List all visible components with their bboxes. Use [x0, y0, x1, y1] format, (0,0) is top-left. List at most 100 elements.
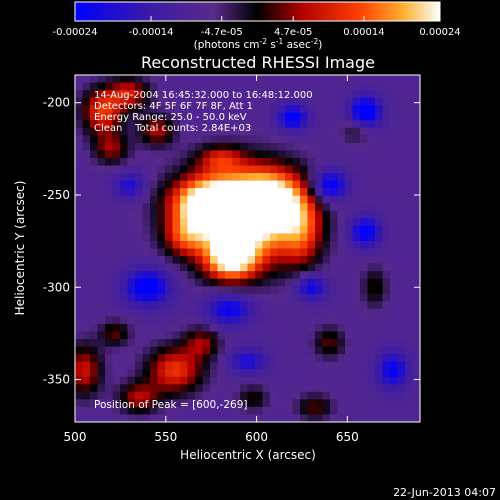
heatmap-cell — [255, 75, 264, 84]
heatmap-cell — [240, 248, 249, 257]
heatmap-cell — [225, 90, 234, 99]
heatmap-cell — [307, 399, 316, 408]
heatmap-cell — [225, 346, 234, 355]
heatmap-cell — [300, 263, 309, 272]
heatmap-cell — [105, 308, 114, 317]
heatmap-cell — [412, 195, 420, 204]
heatmap-cell — [240, 406, 249, 416]
heatmap-cell — [247, 157, 256, 167]
heatmap-cell — [412, 135, 420, 144]
heatmap-cell — [337, 278, 346, 287]
heatmap-cell — [240, 173, 249, 182]
heatmap-cell — [382, 75, 391, 84]
heatmap-cell — [217, 142, 226, 152]
heatmap-cell — [112, 384, 121, 393]
heatmap-cell — [307, 316, 316, 325]
heatmap-cell — [300, 135, 309, 144]
heatmap-cell — [82, 354, 91, 363]
heatmap-cell — [292, 361, 301, 370]
heatmap-cell — [187, 135, 196, 144]
heatmap-cell — [277, 127, 286, 136]
heatmap-cell — [382, 414, 391, 422]
heatmap-cell — [270, 263, 279, 272]
heatmap-cell — [225, 391, 234, 400]
heatmap-cell — [172, 188, 181, 197]
heatmap-cell — [292, 256, 301, 265]
heatmap-cell — [322, 339, 331, 348]
heatmap-cell — [247, 331, 256, 340]
heatmap-cell — [112, 150, 121, 159]
heatmap-cell — [165, 240, 174, 250]
heatmap-cell — [375, 263, 384, 272]
heatmap-cell — [352, 157, 361, 167]
heatmap-cell — [390, 271, 399, 280]
heatmap-cell — [345, 203, 354, 212]
heatmap-cell — [120, 180, 129, 189]
heatmap-cell — [300, 293, 309, 302]
heatmap-cell — [360, 112, 369, 121]
heatmap-cell — [90, 331, 99, 340]
heatmap-cell — [90, 316, 99, 325]
heatmap-cell — [352, 354, 361, 363]
heatmap-cell — [97, 188, 106, 197]
heatmap-cell — [157, 248, 166, 257]
heatmap-cell — [217, 316, 226, 325]
heatmap-cell — [150, 97, 159, 106]
heatmap-cell — [292, 286, 301, 295]
heatmap-cell — [322, 376, 331, 385]
heatmap-cell — [352, 293, 361, 302]
heatmap-cell — [270, 369, 279, 378]
heatmap-cell — [90, 195, 99, 204]
heatmap-cell — [202, 361, 211, 370]
heatmap-cell — [270, 323, 279, 333]
heatmap-cell — [315, 75, 324, 84]
heatmap-cell — [367, 240, 376, 250]
heatmap-cell — [382, 97, 391, 106]
heatmap-cell — [217, 323, 226, 333]
heatmap-cell — [165, 203, 174, 212]
heatmap-cell — [187, 112, 196, 121]
heatmap-cell — [315, 248, 324, 257]
heatmap-cell — [375, 240, 384, 250]
heatmap-cell — [97, 203, 106, 212]
heatmap-cell — [390, 391, 399, 400]
heatmap-cell — [292, 135, 301, 144]
heatmap-cell — [285, 293, 294, 302]
heatmap-cell — [120, 293, 129, 302]
heatmap-cell — [262, 120, 271, 129]
heatmap-cell — [150, 399, 159, 408]
heatmap-cell — [330, 323, 339, 333]
heatmap-cell — [105, 248, 114, 257]
heatmap-cell — [382, 361, 391, 370]
heatmap-cell — [382, 233, 391, 242]
heatmap-cell — [142, 369, 151, 378]
heatmap-cell — [112, 286, 121, 295]
heatmap-cell — [270, 105, 279, 114]
heatmap-cell — [300, 150, 309, 159]
heatmap-cell — [112, 271, 121, 280]
heatmap-cell — [405, 316, 414, 325]
heatmap-cell — [97, 323, 106, 333]
heatmap-cell — [277, 346, 286, 355]
heatmap-cell — [330, 157, 339, 167]
heatmap-cell — [75, 240, 84, 250]
heatmap-cell — [277, 323, 286, 333]
heatmap-cell — [187, 256, 196, 265]
heatmap-cell — [360, 293, 369, 302]
heatmap-cell — [187, 157, 196, 167]
colorbar-ticks: -0.00024 -0.00014 -4.7e-05 4.7e-05 0.00014 0.… — [53, 16, 461, 38]
heatmap-cell — [120, 82, 129, 91]
heatmap-cell — [142, 180, 151, 189]
heatmap-cell — [210, 354, 219, 363]
heatmap-cell — [345, 112, 354, 121]
heatmap-cell — [195, 203, 204, 212]
heatmap-cell — [135, 120, 144, 129]
heatmap-cell — [172, 90, 181, 99]
heatmap-cell — [277, 233, 286, 242]
heatmap-cell — [300, 346, 309, 355]
heatmap-cell — [337, 301, 346, 310]
heatmap-cell — [187, 339, 196, 348]
heatmap-cell — [135, 173, 144, 182]
heatmap-cell — [292, 165, 301, 174]
heatmap-cell — [390, 384, 399, 393]
